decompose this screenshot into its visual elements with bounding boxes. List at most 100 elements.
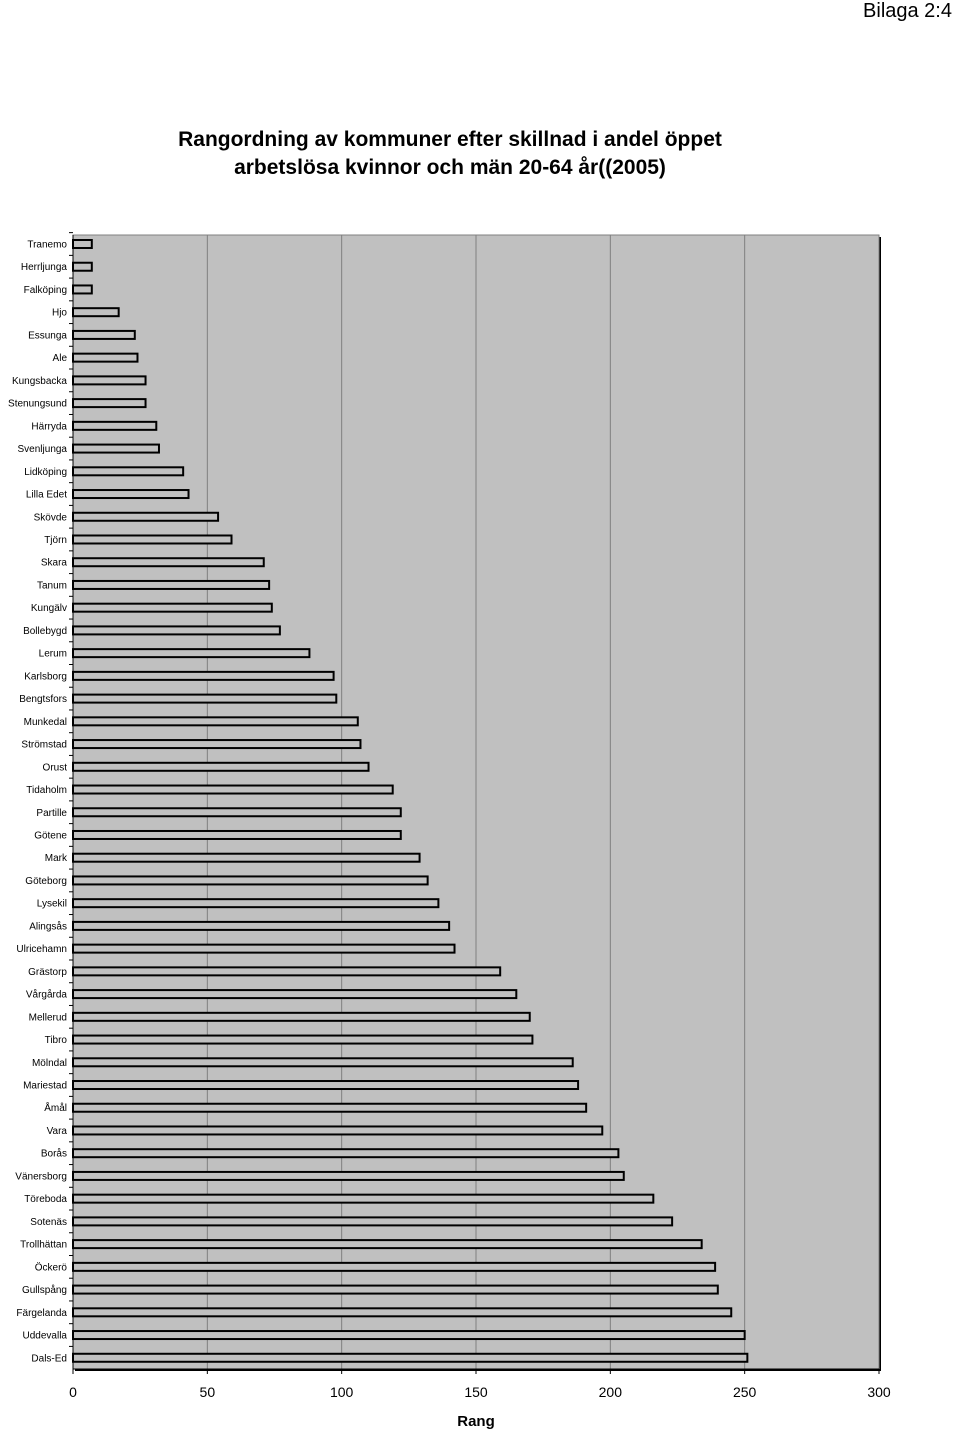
chart-title-line-2: arbetslösa kvinnor och män 20-64 år((200… [234,156,666,179]
category-label: Kungälv [31,603,67,614]
bar [72,307,120,318]
category-label: Göteborg [25,876,67,887]
bar [72,966,502,977]
category-label: Orust [43,762,68,773]
bar [72,1330,746,1341]
bar [72,875,429,886]
x-tick-label: 300 [867,1384,891,1400]
bar [72,784,394,795]
chart-title-line-1: Rangordning av kommuner efter skillnad i… [178,128,722,151]
category-label: Partille [36,808,67,819]
page-label: Bilaga 2:4 [863,0,952,22]
bar [72,898,440,909]
bar [72,761,370,772]
bar [72,1239,703,1250]
category-label: Gullspång [22,1284,67,1296]
bar [72,443,160,454]
category-label: Grästorp [28,967,67,978]
category-label: Färgelanda [16,1308,67,1319]
bar [72,489,190,500]
category-label: Skövde [34,512,68,523]
bar [72,329,136,340]
bar [72,1080,580,1091]
category-label: Essunga [28,330,67,341]
category-label: Hjo [52,308,67,319]
category-label: Kungsbacka [12,376,67,387]
bar [72,1102,588,1113]
bar [72,1352,749,1363]
bar [72,943,456,954]
category-label: Öckerö [35,1261,68,1273]
bar [72,579,271,590]
x-axis-title: Rang [457,1413,495,1430]
y-axis: Tranemo Herrljunga Falköping Hjo Essunga Ale K… [8,232,74,1369]
bar [72,1193,655,1204]
category-label: Götene [34,830,67,841]
bar [72,1307,733,1318]
bar [72,920,451,931]
x-tick-label: 200 [599,1384,623,1400]
category-label: Töreboda [24,1194,67,1205]
bar [72,1148,620,1159]
bar [72,511,220,522]
category-label: Sotenäs [30,1217,67,1228]
bar [72,625,281,636]
x-tick-label: 0 [69,1384,77,1400]
category-label: Vara [47,1126,68,1137]
bar [72,1011,531,1022]
bar [72,648,311,659]
bar [72,261,93,272]
bar [72,1284,719,1295]
category-label: Borås [41,1148,67,1160]
category-label: Alingsås [29,920,67,932]
bar [72,602,273,613]
bar [72,239,93,249]
bar [72,1261,717,1272]
bar [72,739,362,750]
bar [72,1057,574,1068]
category-label: Tidaholm [26,785,67,796]
bar [72,693,338,704]
category-label: Tranemo [27,240,67,251]
category-label: Uddevalla [23,1331,68,1342]
category-label: Bollebygd [23,626,67,637]
category-label: Tibro [45,1035,68,1046]
category-label: Stenungsund [8,399,67,410]
category-label: Mellerud [29,1012,67,1023]
bar [72,716,359,727]
category-label: Tanum [37,580,67,591]
category-label: Härryda [31,421,67,432]
category-label: Falköping [24,285,67,296]
category-label: Herrljunga [21,262,68,273]
category-label: Svenljunga [18,444,68,455]
bar [72,1125,604,1136]
category-label: Mölndal [32,1058,67,1069]
bar [72,466,185,477]
category-label: Strömstad [21,740,67,751]
bar [72,989,518,1000]
category-label: Vårgårda [26,989,68,1001]
bars [72,239,749,1363]
x-tick-label: 50 [200,1384,216,1400]
x-tick-label: 250 [733,1384,757,1400]
bar [72,807,402,818]
category-label: Dals-Ed [31,1353,67,1364]
bar [72,557,265,568]
bar [72,852,421,863]
bar [72,1034,534,1045]
category-label: Munkedal [24,717,67,728]
bar [72,375,147,386]
bar [72,670,335,681]
bar [72,829,402,840]
bar [72,1216,674,1227]
x-tick-label: 100 [330,1384,354,1400]
category-label: Bengtsfors [19,694,67,705]
category-label: Karlsborg [24,671,67,682]
category-label: Ale [53,353,68,364]
category-label: Trollhättan [20,1240,67,1251]
bar [72,1170,625,1181]
x-axis: 0 50 100 150 200 250 300 [69,1368,891,1400]
bar [72,284,93,295]
category-label: Ulricehamn [16,944,67,955]
